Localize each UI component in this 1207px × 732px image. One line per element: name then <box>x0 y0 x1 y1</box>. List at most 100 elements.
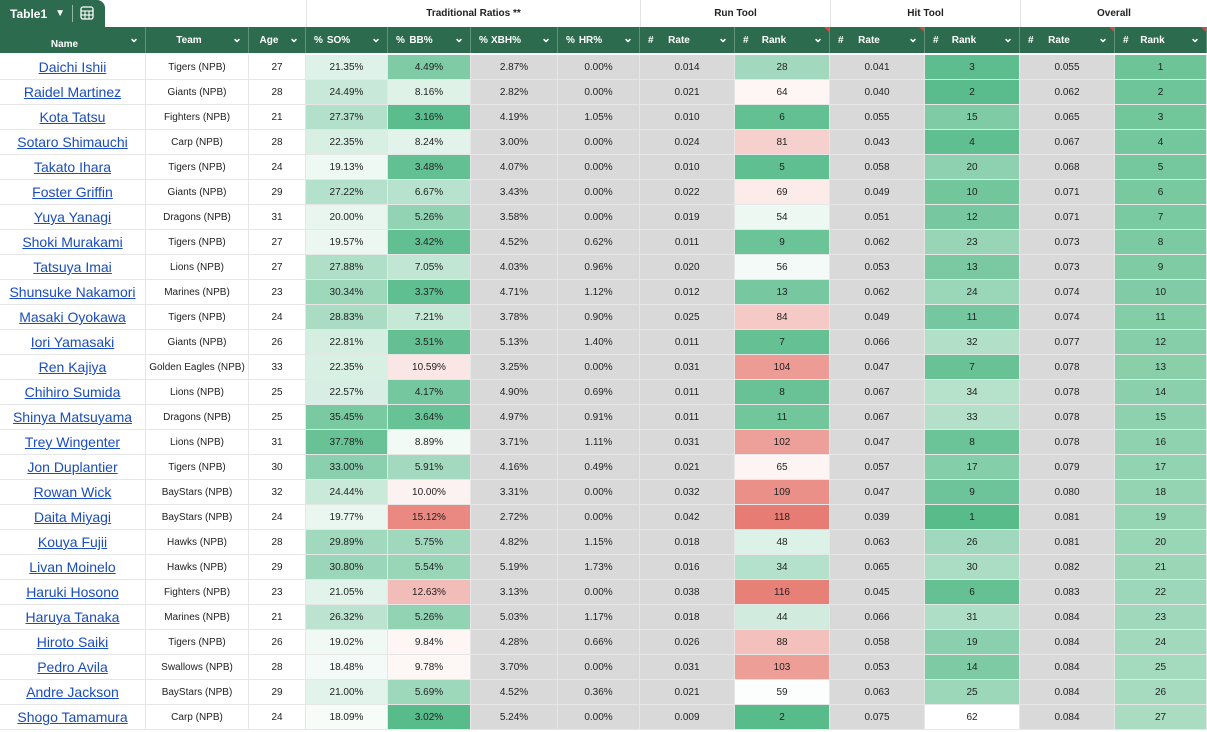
chevron-down-icon[interactable]: ⌄ <box>812 31 823 45</box>
player-name-link[interactable]: Raidel Martinez <box>0 80 146 104</box>
cell-team: Tigers (NPB) <box>146 305 249 329</box>
table-row[interactable]: Daita Miyagi BayStars (NPB) 24 19.77% 15.12%… <box>0 505 1207 530</box>
player-name-link[interactable]: Livan Moinelo <box>0 555 146 579</box>
cell-so-pct: 33.00% <box>306 455 388 479</box>
player-name-link[interactable]: Tatsuya Imai <box>0 255 146 279</box>
column-header-hit-rate[interactable]: # Rate ⌄ <box>830 27 925 53</box>
table-row[interactable]: Andre Jackson BayStars (NPB) 29 21.00% 5.69%… <box>0 680 1207 705</box>
table-row[interactable]: Tatsuya Imai Lions (NPB) 27 27.88% 7.05% 4.03… <box>0 255 1207 280</box>
column-header-hr-pct[interactable]: % HR% ⌄ <box>558 27 640 53</box>
cell-run-rank: 118 <box>735 505 830 529</box>
cell-run-rank: 5 <box>735 155 830 179</box>
table-row[interactable]: Daichi Ishii Tigers (NPB) 27 21.35% 4.49% 2.8… <box>0 55 1207 80</box>
chevron-down-icon[interactable]: ⌄ <box>907 31 918 45</box>
player-name-link[interactable]: Foster Griffin <box>0 180 146 204</box>
table-row[interactable]: Ren Kajiya Golden Eagles (NPB) 33 22.35% 10.… <box>0 355 1207 380</box>
player-name-link[interactable]: Shinya Matsuyama <box>0 405 146 429</box>
column-header-xbh-pct[interactable]: % XBH% ⌄ <box>471 27 558 53</box>
chevron-down-icon[interactable]: ⌄ <box>231 31 242 45</box>
cell-run-rank: 9 <box>735 230 830 254</box>
table-tab-label[interactable]: Table1 <box>10 6 48 21</box>
player-name-link[interactable]: Jon Duplantier <box>0 455 146 479</box>
player-name-link[interactable]: Chihiro Sumida <box>0 380 146 404</box>
table-row[interactable]: Raidel Martinez Giants (NPB) 28 24.49% 8.16%… <box>0 80 1207 105</box>
table-row[interactable]: Rowan Wick BayStars (NPB) 32 24.44% 10.00% 3.… <box>0 480 1207 505</box>
table-row[interactable]: Pedro Avila Swallows (NPB) 28 18.48% 9.78% 3.… <box>0 655 1207 680</box>
chevron-down-icon[interactable]: ⌄ <box>717 31 728 45</box>
chevron-down-icon[interactable]: ⌄ <box>128 31 139 45</box>
chevron-down-icon[interactable]: ⌄ <box>540 31 551 45</box>
table-row[interactable]: Takato Ihara Tigers (NPB) 24 19.13% 3.48% 4.0… <box>0 155 1207 180</box>
cell-overall-rate: 0.080 <box>1020 480 1115 504</box>
chevron-down-icon[interactable]: ⌄ <box>288 31 299 45</box>
player-name-link[interactable]: Haruki Hosono <box>0 580 146 604</box>
column-header-name[interactable]: Name ⌄ <box>0 27 146 53</box>
chevron-down-icon[interactable]: ⌄ <box>370 31 381 45</box>
column-header-so-pct[interactable]: % SO% ⌄ <box>306 27 388 53</box>
player-name-link[interactable]: Rowan Wick <box>0 480 146 504</box>
player-name-link[interactable]: Pedro Avila <box>0 655 146 679</box>
table-row[interactable]: Sotaro Shimauchi Carp (NPB) 28 22.35% 8.24% 3… <box>0 130 1207 155</box>
chevron-down-icon[interactable]: ⌄ <box>1097 31 1108 45</box>
table-grid-icon[interactable] <box>80 6 94 20</box>
column-header-overall-rank[interactable]: # Rank ⌄ <box>1115 27 1207 53</box>
player-name-link[interactable]: Iori Yamasaki <box>0 330 146 354</box>
player-name-link[interactable]: Shoki Murakami <box>0 230 146 254</box>
cell-age: 26 <box>249 630 306 654</box>
cell-so-pct: 27.88% <box>306 255 388 279</box>
player-name-link[interactable]: Kota Tatsu <box>0 105 146 129</box>
table-row[interactable]: Kota Tatsu Fighters (NPB) 21 27.37% 3.16% 4.1… <box>0 105 1207 130</box>
table-row[interactable]: Livan Moinelo Hawks (NPB) 29 30.80% 5.54% 5.1… <box>0 555 1207 580</box>
cell-age: 24 <box>249 505 306 529</box>
column-header-team[interactable]: Team ⌄ <box>146 27 249 53</box>
player-name-link[interactable]: Shunsuke Nakamori <box>0 280 146 304</box>
player-name-link[interactable]: Haruya Tanaka <box>0 605 146 629</box>
player-name-link[interactable]: Kouya Fujii <box>0 530 146 554</box>
table-row[interactable]: Shoki Murakami Tigers (NPB) 27 19.57% 3.42% 4… <box>0 230 1207 255</box>
table-row[interactable]: Shogo Tamamura Carp (NPB) 24 18.09% 3.02% 5.2… <box>0 705 1207 730</box>
table-tab[interactable]: Table1 ▼ <box>0 0 105 27</box>
chevron-down-icon[interactable]: ⌄ <box>453 31 464 45</box>
player-name-link[interactable]: Shogo Tamamura <box>0 705 146 729</box>
table-row[interactable]: Masaki Oyokawa Tigers (NPB) 24 28.83% 7.21% 3… <box>0 305 1207 330</box>
table-row[interactable]: Hiroto Saiki Tigers (NPB) 26 19.02% 9.84% 4.2… <box>0 630 1207 655</box>
table-row[interactable]: Shunsuke Nakamori Marines (NPB) 23 30.34% 3.… <box>0 280 1207 305</box>
table-row[interactable]: Yuya Yanagi Dragons (NPB) 31 20.00% 5.26% 3.5… <box>0 205 1207 230</box>
player-name-link[interactable]: Masaki Oyokawa <box>0 305 146 329</box>
chevron-down-icon[interactable]: ⌄ <box>1002 31 1013 45</box>
column-header-run-rank[interactable]: # Rank ⌄ <box>735 27 830 53</box>
column-header-bb-pct[interactable]: % BB% ⌄ <box>388 27 471 53</box>
player-name-link[interactable]: Daita Miyagi <box>0 505 146 529</box>
player-name-link[interactable]: Sotaro Shimauchi <box>0 130 146 154</box>
column-header-age[interactable]: Age ⌄ <box>249 27 306 53</box>
cell-run-rate: 0.022 <box>640 180 735 204</box>
player-name-link[interactable]: Ren Kajiya <box>0 355 146 379</box>
table-row[interactable]: Haruya Tanaka Marines (NPB) 21 26.32% 5.26% 5… <box>0 605 1207 630</box>
chevron-down-icon[interactable]: ⌄ <box>1189 31 1200 45</box>
cell-hit-rank: 10 <box>925 180 1020 204</box>
column-header-run-rate[interactable]: # Rate ⌄ <box>640 27 735 53</box>
player-name-link[interactable]: Trey Wingenter <box>0 430 146 454</box>
table-row[interactable]: Shinya Matsuyama Dragons (NPB) 25 35.45% 3.6… <box>0 405 1207 430</box>
chevron-down-icon[interactable]: ⌄ <box>622 31 633 45</box>
chevron-down-icon[interactable]: ▼ <box>55 8 66 19</box>
player-name-link[interactable]: Daichi Ishii <box>0 55 146 79</box>
table-row[interactable]: Chihiro Sumida Lions (NPB) 25 22.57% 4.17% 4.… <box>0 380 1207 405</box>
note-indicator <box>1201 27 1206 32</box>
cell-hit-rate: 0.047 <box>830 480 925 504</box>
table-row[interactable]: Foster Griffin Giants (NPB) 29 27.22% 6.67% 3… <box>0 180 1207 205</box>
column-header-overall-rate[interactable]: # Rate ⌄ <box>1020 27 1115 53</box>
table-row[interactable]: Iori Yamasaki Giants (NPB) 26 22.81% 3.51% 5.… <box>0 330 1207 355</box>
column-header-hit-rank[interactable]: # Rank ⌄ <box>925 27 1020 53</box>
table-row[interactable]: Trey Wingenter Lions (NPB) 31 37.78% 8.89% 3.… <box>0 430 1207 455</box>
player-name-link[interactable]: Hiroto Saiki <box>0 630 146 654</box>
table-row[interactable]: Kouya Fujii Hawks (NPB) 28 29.89% 5.75% 4.82%… <box>0 530 1207 555</box>
cell-bb-pct: 9.78% <box>388 655 471 679</box>
player-name-link[interactable]: Takato Ihara <box>0 155 146 179</box>
table-row[interactable]: Haruki Hosono Fighters (NPB) 23 21.05% 12.63… <box>0 580 1207 605</box>
table-row[interactable]: Jon Duplantier Tigers (NPB) 30 33.00% 5.91% 4… <box>0 455 1207 480</box>
cell-overall-rate: 0.068 <box>1020 155 1115 179</box>
player-name-link[interactable]: Yuya Yanagi <box>0 205 146 229</box>
cell-team: Golden Eagles (NPB) <box>146 355 249 379</box>
player-name-link[interactable]: Andre Jackson <box>0 680 146 704</box>
